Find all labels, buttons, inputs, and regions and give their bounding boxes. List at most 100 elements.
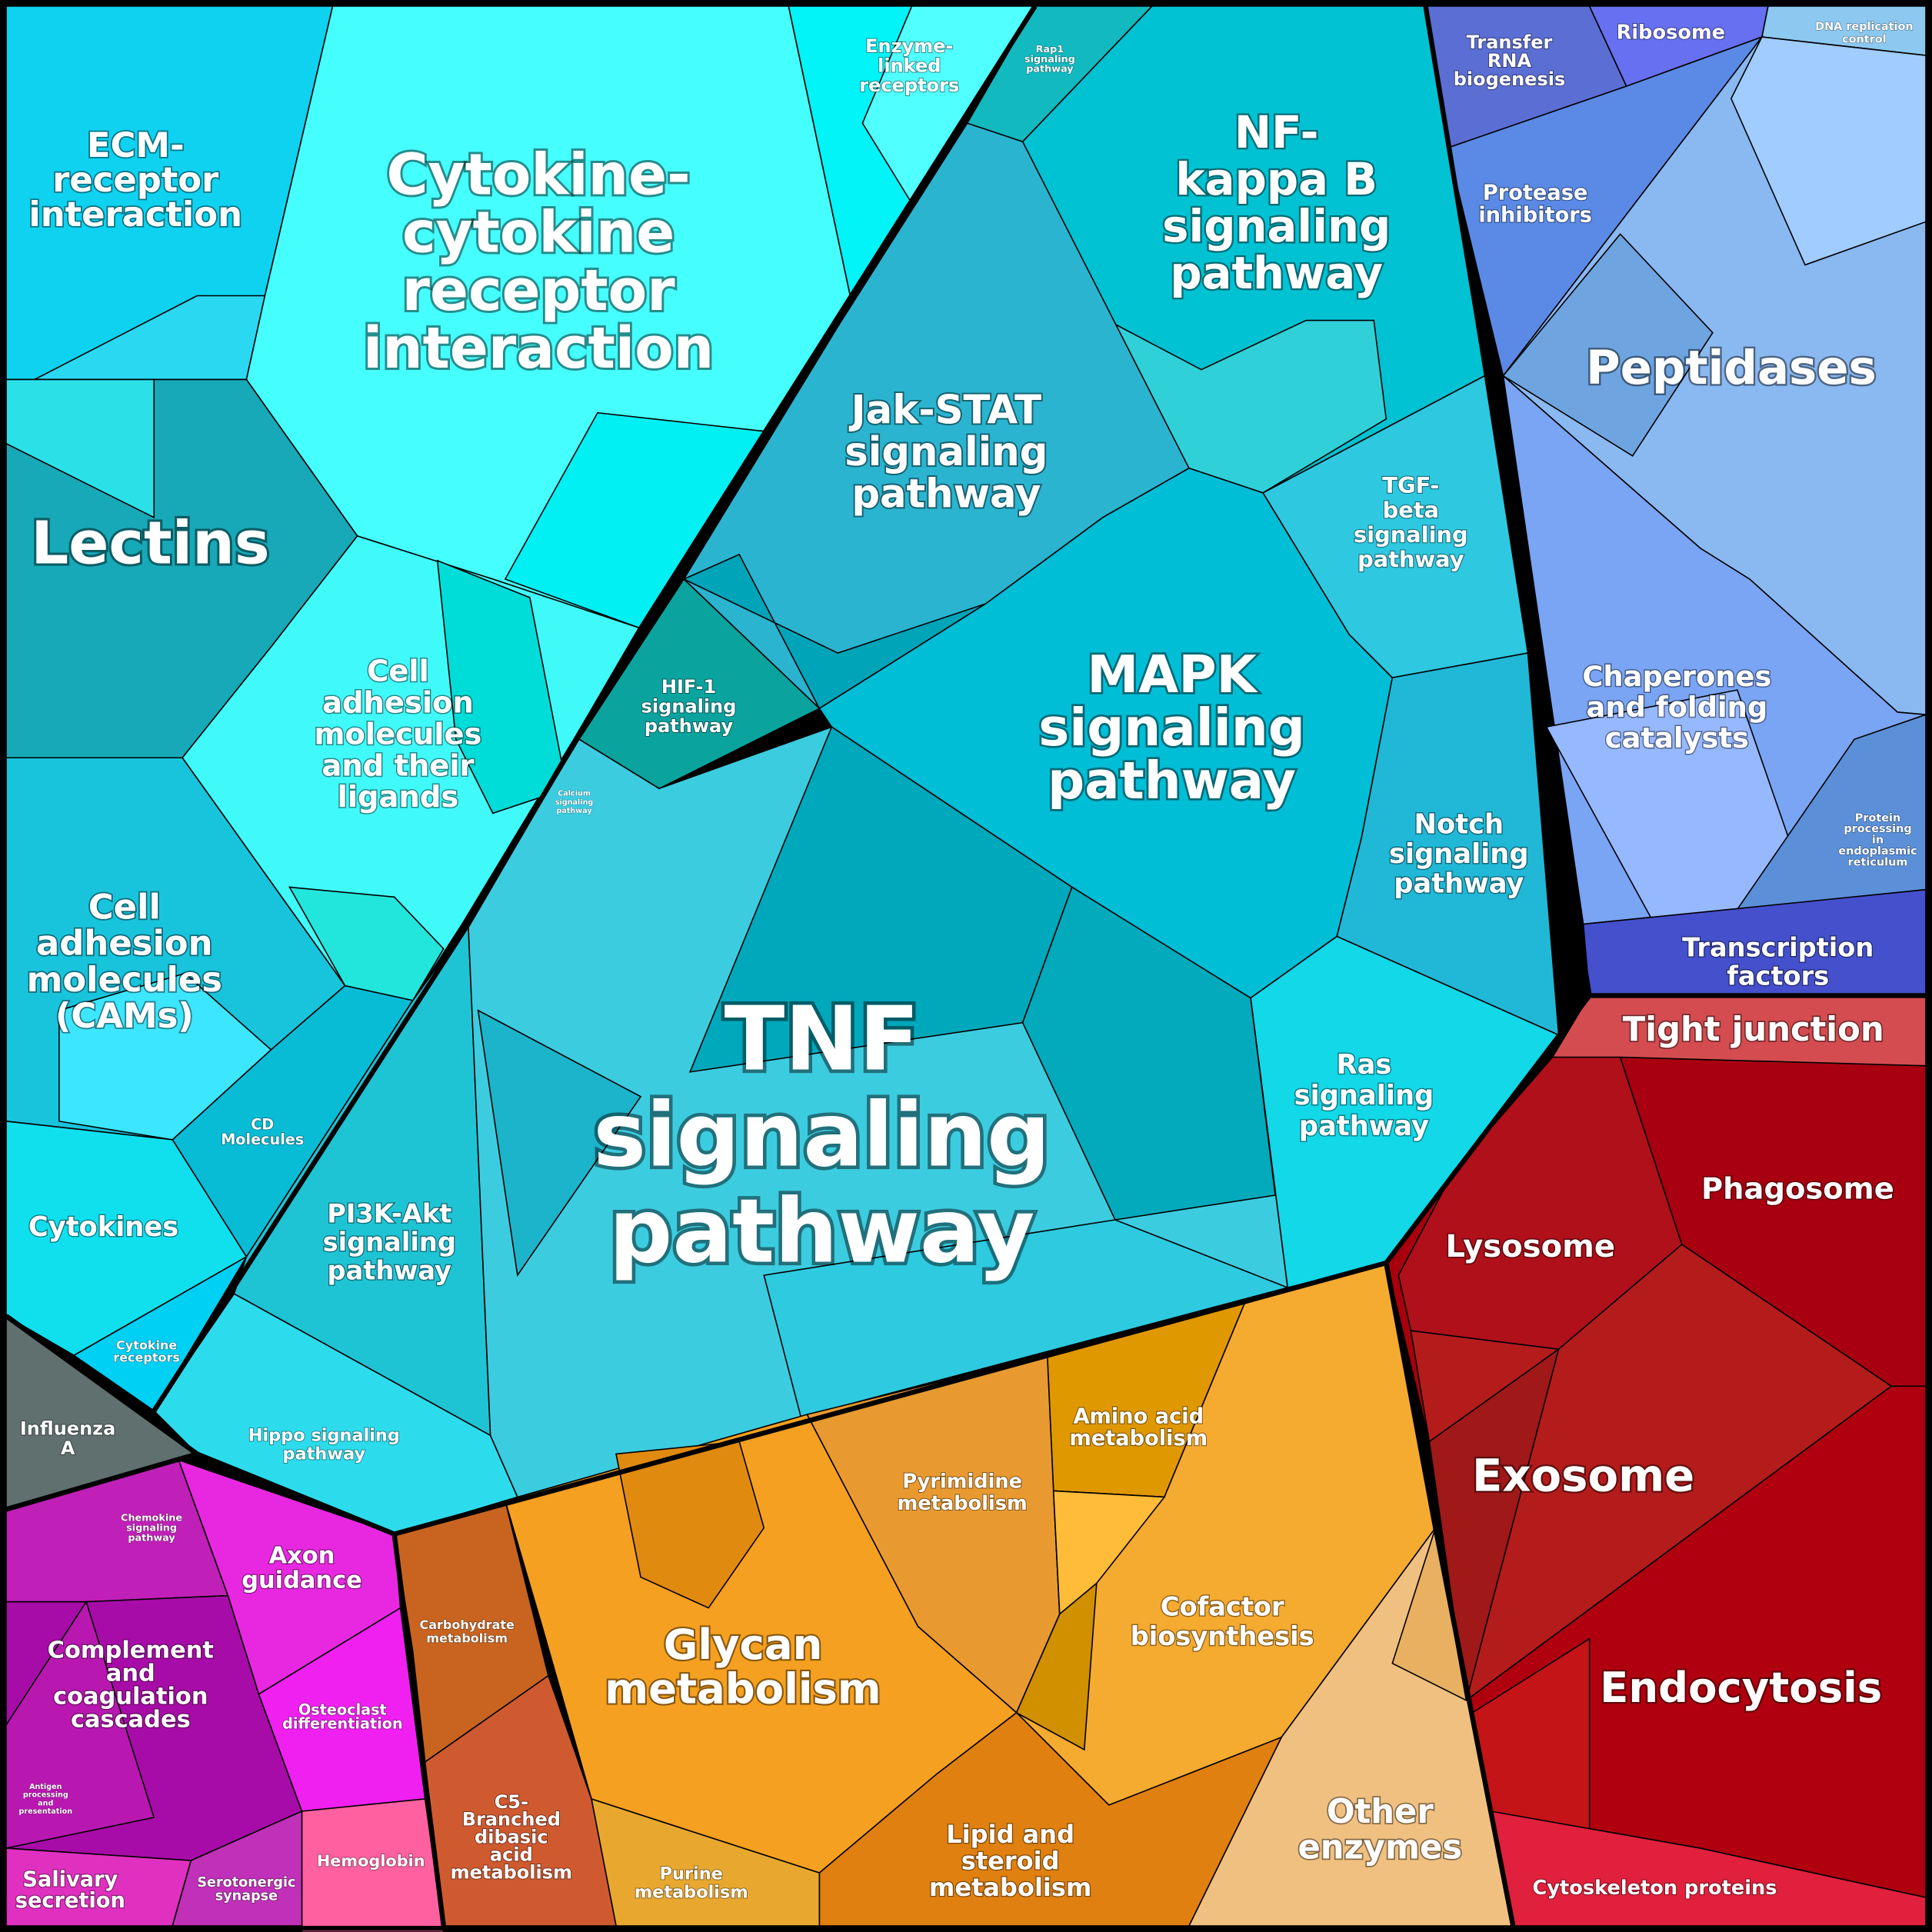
label-line: pathway	[1299, 1111, 1429, 1142]
cell	[1021, 886, 1277, 1221]
cell-label: TGF-beta signaling pathway	[1354, 472, 1468, 572]
label-line: receptors	[113, 1350, 180, 1364]
label-line: processing	[1844, 823, 1911, 835]
label-line: Serotonergic	[197, 1875, 295, 1890]
label-line: RNA	[1487, 50, 1532, 72]
label-line: signaling	[844, 429, 1048, 475]
label-line: secretion	[15, 1888, 125, 1912]
label-line: pathway	[645, 715, 734, 737]
cell	[72, 1254, 248, 1412]
label-line: pathway	[1048, 750, 1296, 810]
cell-label: Endocytosis	[1600, 1663, 1882, 1712]
border	[5, 1261, 1387, 1537]
label-line: acid	[490, 1844, 533, 1866]
label-line: Cofactor	[1161, 1591, 1284, 1621]
label-line: metabolism	[1069, 1427, 1208, 1451]
cell-label: Jak-STAT signaling pathway	[844, 388, 1048, 518]
label-line: Cytoskeleton proteins	[1533, 1877, 1777, 1900]
cell-label: Transcription factors	[1682, 932, 1874, 991]
label-line: DNA replication	[1815, 21, 1913, 33]
cell-label: Hemoglobin	[317, 1852, 425, 1870]
label-line: Rap1	[1036, 44, 1064, 55]
label-line: signaling	[555, 798, 594, 807]
label-line: signaling	[1389, 838, 1529, 870]
label-line: A	[61, 1437, 75, 1459]
label-line: pathway	[1394, 868, 1524, 899]
label-line: CD	[251, 1115, 274, 1133]
label-line: signaling	[126, 1522, 177, 1534]
border	[1384, 994, 1592, 1927]
label-line: Calcium	[558, 790, 591, 798]
label-line: Protein	[1855, 812, 1900, 824]
cell-label: Peptidases	[1586, 341, 1877, 395]
label-line: metabolism	[426, 1631, 508, 1645]
label-line: Osteoclast	[298, 1700, 387, 1718]
label-line: Jak-STAT	[849, 388, 1042, 434]
label-line: Cytokine	[116, 1337, 177, 1352]
label-line: Endocytosis	[1600, 1663, 1882, 1712]
label-line: Glycan	[664, 1620, 823, 1669]
cell	[1015, 1581, 1098, 1751]
cell-label: Salivary secretion	[15, 1867, 125, 1912]
label-line: beta	[1383, 497, 1439, 523]
label-line: Peptidases	[1586, 341, 1877, 395]
cell-label: Cofactor biosynthesis	[1131, 1591, 1314, 1651]
label-line: signaling	[1294, 1080, 1434, 1111]
label-line: Ras	[1337, 1049, 1392, 1081]
label-line: Influenza	[20, 1417, 116, 1439]
label-line: Enzyme-	[865, 35, 953, 57]
label-line: Lysosome	[1445, 1229, 1615, 1264]
cell	[288, 886, 445, 1001]
label-line: signaling	[323, 1227, 456, 1257]
cell-label: Enzyme-linked receptors	[859, 35, 959, 96]
label-line: cascades	[71, 1706, 191, 1733]
label-line: Cytokine-	[386, 142, 690, 208]
cell-label: Protease inhibitors	[1478, 181, 1592, 227]
cell-label: Complement and coagulation cascades	[48, 1637, 214, 1733]
cell	[477, 1009, 642, 1277]
label-line: and their	[321, 748, 474, 783]
label-line: Lipid and	[946, 1820, 1074, 1849]
label-line: adhesion	[322, 685, 474, 720]
label-line: metabolism	[635, 1882, 748, 1902]
cell-label: Pyrimidine metabolism	[898, 1470, 1028, 1515]
cell-label: Cytoskeleton proteins	[1533, 1877, 1777, 1900]
label-line: pathway	[328, 1255, 451, 1285]
label-line: Ribosome	[1617, 21, 1725, 44]
label-line: Carbohydrate	[419, 1617, 515, 1632]
label-line: and folding	[1586, 691, 1767, 724]
label-line: steroid	[961, 1846, 1060, 1875]
label-line: signaling	[1162, 200, 1391, 252]
label-line: Notch	[1414, 808, 1504, 840]
label-line: receptors	[859, 75, 959, 96]
label-line: molecules	[27, 959, 222, 1000]
label-line: Other	[1327, 1793, 1434, 1831]
label-line: reticulum	[1848, 856, 1908, 868]
label-line: metabolism	[605, 1664, 881, 1714]
cell-label: TNF signaling pathway	[593, 988, 1050, 1283]
label-line: Cytokines	[28, 1211, 178, 1243]
label-line: enzymes	[1297, 1828, 1462, 1867]
label-line: Amino acid	[1073, 1404, 1204, 1428]
label-line: Hippo signaling	[248, 1425, 400, 1445]
cell-label: Osteoclast differentiation	[282, 1700, 403, 1732]
cell-label: Tight junction	[1623, 1010, 1884, 1048]
label-line: endoplasmic	[1838, 845, 1917, 858]
label-line: metabolism	[451, 1861, 572, 1883]
label-line: Chaperones	[1582, 660, 1771, 693]
label-line: pathway	[1026, 63, 1074, 75]
label-line: PI3K-Akt	[327, 1198, 451, 1228]
cell-label: Chaperones and folding catalysts	[1582, 660, 1771, 754]
label-line: metabolism	[898, 1492, 1028, 1515]
label-line: and	[106, 1660, 155, 1687]
label-line: synapse	[215, 1889, 278, 1904]
cell-label: Antigen processing and presentation	[18, 1783, 72, 1816]
cell-label: Cell adhesion molecules (CAMs)	[27, 886, 222, 1036]
cell-label: Exosome	[1472, 1449, 1694, 1501]
label-line: signaling	[1038, 698, 1305, 758]
label-line: adhesion	[36, 923, 213, 964]
cell-label: PI3K-Akt signaling pathway	[323, 1198, 456, 1285]
